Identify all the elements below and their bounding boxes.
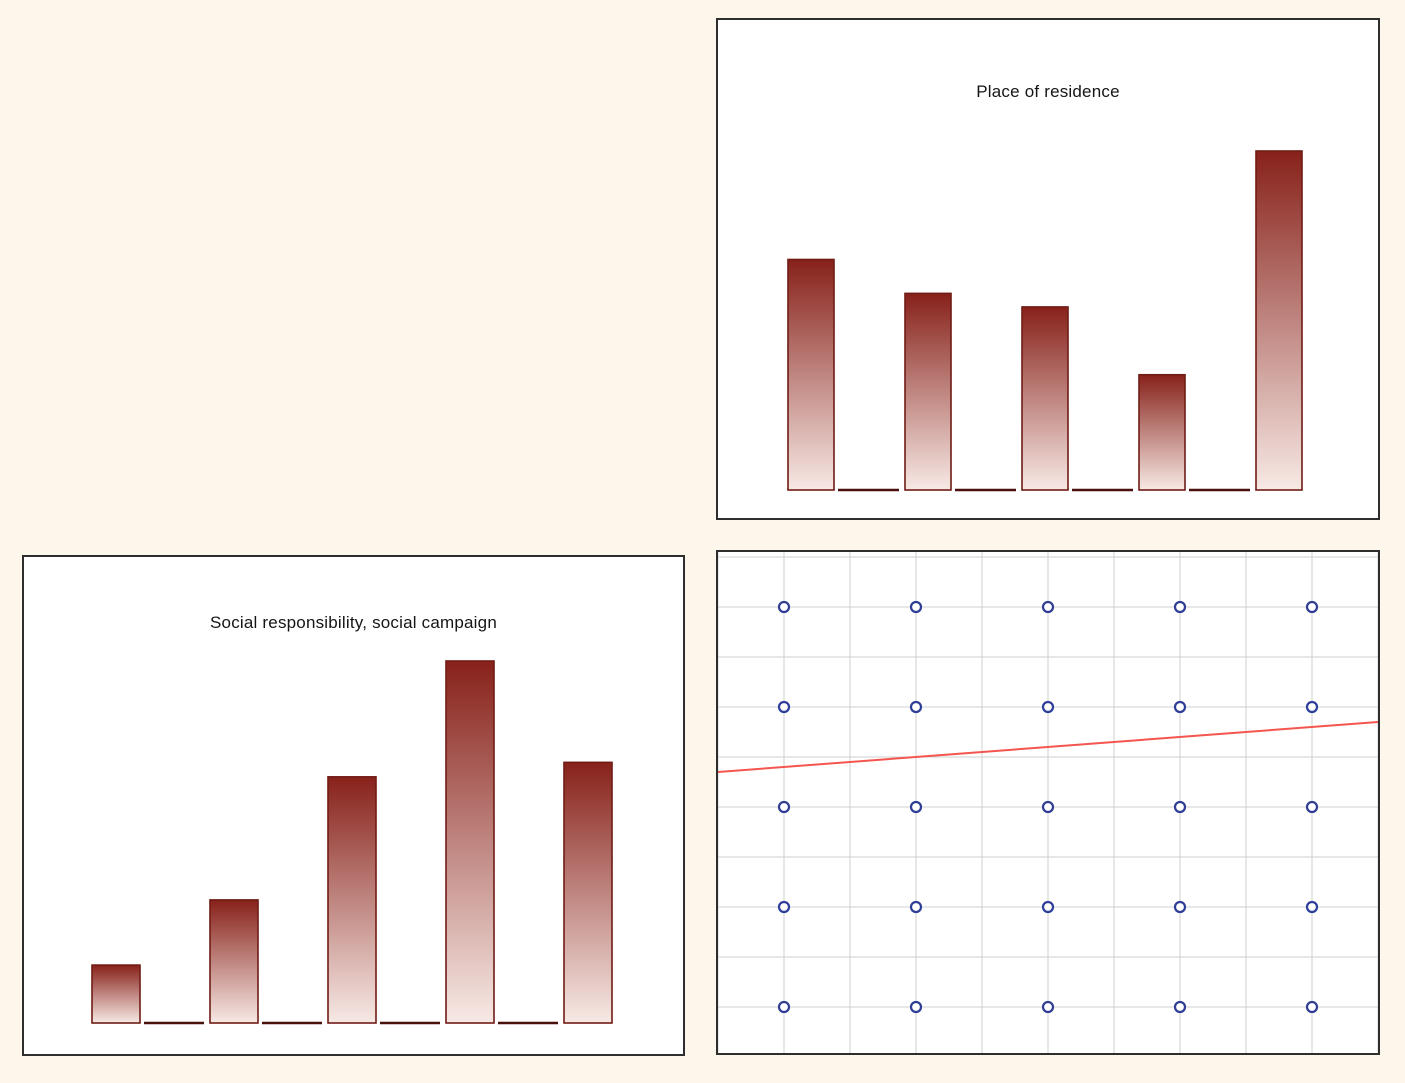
bar — [445, 660, 495, 1024]
data-point — [1173, 800, 1187, 814]
residence-chart-title: Place of residence — [976, 82, 1120, 101]
data-point — [1041, 900, 1055, 914]
data-point — [1305, 600, 1319, 614]
data-point — [777, 1000, 791, 1014]
bar — [209, 899, 259, 1024]
bar — [1021, 306, 1069, 491]
bar — [1138, 373, 1186, 491]
data-point — [1041, 600, 1055, 614]
data-point — [1173, 600, 1187, 614]
data-point — [777, 700, 791, 714]
bar — [1255, 150, 1303, 491]
data-point — [909, 700, 923, 714]
residence-bar-chart — [787, 150, 1303, 492]
data-point — [1305, 1000, 1319, 1014]
data-point — [1305, 800, 1319, 814]
bar — [327, 776, 377, 1024]
data-point — [777, 600, 791, 614]
data-point — [1173, 1000, 1187, 1014]
data-point — [909, 600, 923, 614]
bar — [904, 292, 952, 491]
social-chart-title: Social responsibility, social campaign — [210, 613, 497, 632]
social-bar-chart — [91, 660, 613, 1025]
data-point — [777, 800, 791, 814]
bar — [91, 964, 141, 1024]
social-chart-panel: Social responsibility, social campaign — [22, 555, 685, 1056]
trend-line — [718, 721, 1378, 773]
data-point — [1305, 900, 1319, 914]
data-point — [1173, 700, 1187, 714]
data-point — [777, 900, 791, 914]
bar — [787, 258, 835, 491]
data-point — [1041, 1000, 1055, 1014]
data-point — [1041, 700, 1055, 714]
data-point — [909, 900, 923, 914]
residence-chart-panel: Place of residence — [716, 18, 1380, 520]
data-point — [1173, 900, 1187, 914]
data-point — [909, 1000, 923, 1014]
data-point — [1305, 700, 1319, 714]
data-point — [909, 800, 923, 814]
scatter-chart-panel — [716, 550, 1380, 1055]
scatter-plot — [718, 552, 1378, 1053]
bar — [563, 761, 613, 1024]
data-point — [1041, 800, 1055, 814]
